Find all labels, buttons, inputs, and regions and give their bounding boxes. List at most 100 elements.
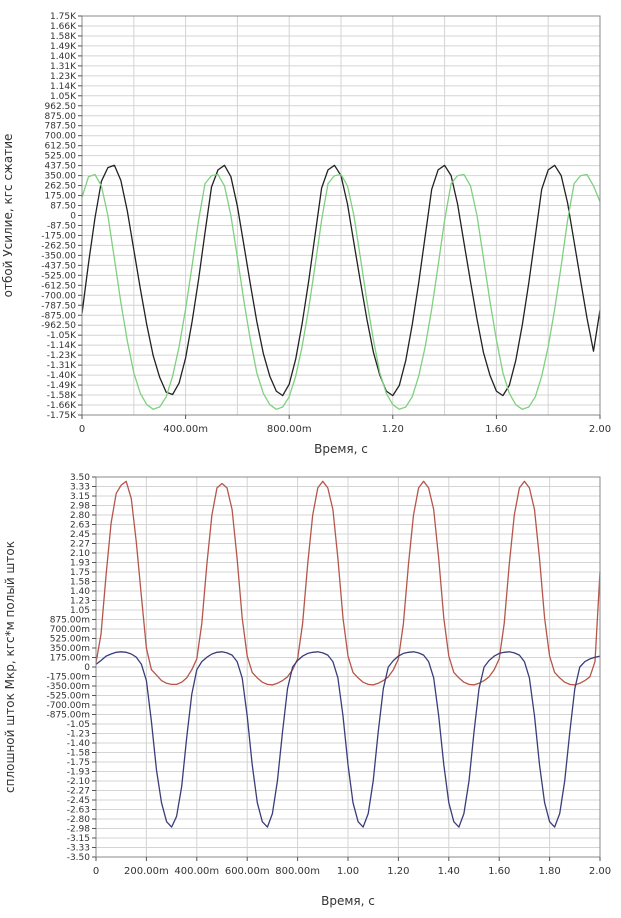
y-tick-label: 262.50 [45,182,77,192]
y-tick-label: -1.05 [67,720,90,730]
y-tick-label: -3.50 [67,853,91,863]
y-tick-label: -700.00 [41,291,76,301]
force-chart: 1.75K1.66K1.58K1.49K1.40K1.31K1.23K1.14K… [1,12,611,456]
x-tick-label: 800.00m [267,424,312,435]
y-tick-label: 1.31K [50,62,77,72]
y-tick-label: -2.10 [67,777,91,787]
y-tick-label: -3.33 [67,844,90,854]
force-chart-y-ticks: 1.75K1.66K1.58K1.49K1.40K1.31K1.23K1.14K… [41,12,82,421]
y-tick-label: -1.49K [47,381,77,391]
y-tick-label: -1.58K [47,391,77,401]
y-tick-label: -1.31K [47,361,77,371]
y-tick-label: 1.40 [70,587,90,597]
x-tick-label: 2.00 [589,866,611,877]
torque-chart-series [95,480,601,828]
y-tick-label: 875.00 [45,112,77,122]
x-tick-label: 1.60 [488,866,510,877]
y-tick-label: 787.50 [45,122,77,132]
torque-chart-y-axis-label: сплошной шток Мкр, кгс*м полый шток [3,541,17,793]
y-tick-label: 2.63 [70,521,90,531]
y-tick-label: 2.80 [70,511,90,521]
y-tick-label: 2.98 [70,502,90,512]
y-tick-label: 350.00m [50,644,90,654]
y-tick-label: 0 [70,212,76,222]
y-tick-label: 1.66K [50,22,77,32]
y-tick-label: -175.00m [46,673,90,683]
y-tick-label: -1.05K [47,331,77,341]
y-tick-label: -3.15 [67,834,90,844]
series-line-2 [81,173,601,410]
y-tick-label: -2.98 [67,825,91,835]
y-tick-label: -525.00 [41,271,76,281]
torque-chart: 3.503.333.152.982.802.632.452.272.101.93… [3,473,611,908]
y-tick-label: 0 [84,663,90,673]
y-tick-label: 525.00m [50,635,90,645]
y-tick-label: -1.40 [67,739,91,749]
x-tick-label: 2.00 [589,424,611,435]
x-tick-label: 0 [79,424,85,435]
x-tick-label: 1.60 [485,424,507,435]
y-tick-label: 175.00 [45,192,77,202]
y-tick-label: -1.58 [67,749,91,759]
y-tick-label: 1.14K [50,82,77,92]
y-tick-label: -1.23 [67,730,90,740]
y-tick-label: -1.14K [47,341,77,351]
x-tick-label: 400.00m [163,424,208,435]
y-tick-label: 875.00m [50,616,90,626]
y-tick-label: 1.05 [70,606,90,616]
y-tick-label: -2.45 [67,796,90,806]
force-chart-x-ticks: 0 400.00m 800.00m 1.20 1.60 2.00 [79,415,611,435]
series-line-2 [95,651,601,828]
x-tick-label: 1.40 [438,866,460,877]
y-tick-label: 700.00m [50,625,90,635]
y-tick-label: -2.80 [67,815,91,825]
x-tick-label: 200.00m [124,866,169,877]
x-tick-label: 0 [93,866,99,877]
y-tick-label: -525.00m [46,692,90,702]
y-tick-label: 437.50 [45,162,77,172]
force-chart-series [81,164,601,410]
y-tick-label: -350.00m [46,682,90,692]
y-tick-label: -1.66K [47,401,77,411]
y-tick-label: 3.15 [70,492,90,502]
x-tick-label: 400.00m [174,866,219,877]
y-tick-label: -700.00m [46,701,90,711]
y-tick-label: 1.23K [50,72,77,82]
x-tick-label: 1.20 [382,424,404,435]
y-tick-label: 3.33 [70,483,90,493]
y-tick-label: 1.75 [70,568,90,578]
y-tick-label: -1.75K [47,411,77,421]
y-tick-label: -962.50 [41,321,76,331]
y-tick-label: 1.05K [50,92,77,102]
y-tick-label: 1.40K [50,52,77,62]
x-tick-label: 1.80 [538,866,560,877]
y-tick-label: 1.93 [70,559,90,569]
y-tick-label: -262.50 [41,241,76,251]
y-tick-label: 2.10 [70,549,90,559]
y-tick-label: 2.27 [70,540,90,550]
y-tick-label: 2.45 [70,530,90,540]
y-tick-label: 350.00 [45,172,77,182]
y-tick-label: -1.75 [67,758,90,768]
y-tick-label: 1.49K [50,42,77,52]
force-chart-grid [82,15,600,416]
y-tick-label: -1.23K [47,351,77,361]
x-tick-label: 800.00m [275,866,320,877]
y-tick-label: 1.75K [50,12,77,22]
y-tick-label: 1.58 [70,578,90,588]
y-tick-label: 612.50 [45,142,77,152]
y-tick-label: -2.63 [67,806,90,816]
y-tick-label: -612.50 [41,281,76,291]
y-tick-label: -1.40K [47,371,77,381]
y-tick-label: -2.27 [67,787,90,797]
y-tick-label: 525.00 [45,152,77,162]
y-tick-label: -1.93 [67,768,90,778]
y-tick-label: -350.00 [41,251,76,261]
series-line-1 [95,480,601,686]
y-tick-label: 962.50 [45,102,77,112]
y-tick-label: -875.00m [46,711,90,721]
y-tick-label: 700.00 [45,132,77,142]
y-tick-label: 1.58K [50,32,77,42]
x-tick-label: 1.00 [337,866,359,877]
